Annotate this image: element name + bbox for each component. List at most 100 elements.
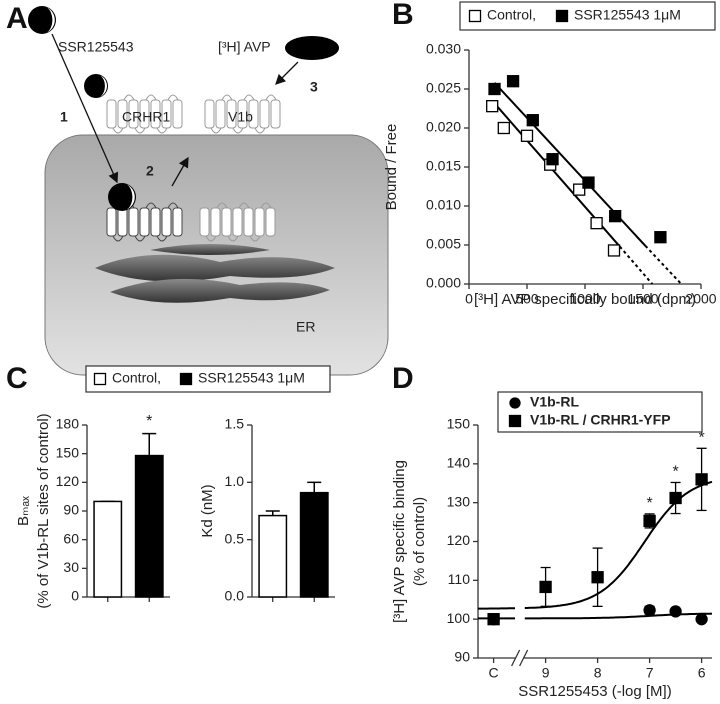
point: [539, 580, 552, 594]
loop: [156, 235, 168, 242]
helix: [128, 207, 139, 237]
er-shape: [95, 254, 335, 282]
y-tick-label: 90: [63, 502, 79, 518]
er-shape: [110, 278, 330, 303]
legend-label: SSR125543 1μM: [574, 7, 681, 23]
ligand-label: [³H] AVP: [218, 39, 271, 55]
y-tick-label: 0.0: [225, 588, 245, 604]
point: [643, 604, 656, 617]
drug: [84, 74, 108, 98]
y-tick-label: 120: [447, 532, 471, 548]
point: [506, 75, 520, 88]
point: [526, 114, 539, 127]
loop: [112, 127, 124, 134]
y-tick-label: 0.020: [426, 119, 461, 135]
x-tick-label: 6: [698, 665, 706, 681]
y-tick-label: 0.000: [426, 275, 461, 291]
er-shape: [150, 244, 270, 255]
step-label: 3: [310, 79, 318, 95]
panel-label: B: [392, 0, 414, 31]
drug-highlight: [46, 7, 55, 33]
helix: [172, 99, 183, 129]
legend-frame: [85, 365, 331, 393]
loop: [134, 127, 146, 134]
arrow: [51, 33, 119, 184]
y-tick-label: 0.030: [426, 41, 461, 57]
loop: [254, 127, 266, 134]
point: [487, 613, 500, 626]
drug-highlight: [100, 75, 107, 97]
loop: [216, 202, 228, 209]
y-axis-label: [³H] AVP specific binding: [391, 460, 408, 623]
y-tick-label: 0.015: [426, 158, 461, 174]
axis-break: [519, 649, 529, 667]
helix: [161, 207, 172, 237]
y-tick-label: 130: [447, 493, 471, 509]
panel-label: D: [392, 362, 414, 395]
loop: [221, 94, 233, 101]
y-tick-label: 0: [71, 588, 79, 604]
helix: [139, 207, 150, 237]
x-axis-label: SSR1255453 (-log [M]): [518, 683, 671, 700]
loop: [232, 127, 244, 134]
loop: [112, 235, 124, 242]
helix: [237, 99, 248, 129]
bar: [299, 491, 329, 598]
loop: [260, 202, 272, 209]
legend-swatch: [555, 9, 569, 23]
helix: [117, 99, 128, 129]
helix: [139, 99, 150, 129]
fit-line: [493, 82, 647, 247]
arrow: [171, 156, 189, 187]
legend-label: SSR125543 1μM: [198, 370, 305, 386]
diagram: ER SSR125543 [³H] AVP 1 2 3 CRHR1 V1b: [28, 6, 389, 376]
y-axis-label: Bound / Free: [383, 124, 400, 211]
point: [546, 153, 559, 166]
y-tick-label: 0.5: [225, 530, 245, 546]
step-label: 1: [60, 109, 68, 125]
loop: [145, 94, 157, 101]
legend-swatch: [179, 372, 193, 386]
helix: [270, 99, 281, 129]
point: [582, 176, 595, 189]
legend-frame: [497, 391, 703, 433]
bar: [258, 514, 288, 598]
helix: [226, 99, 237, 129]
step-label: 2: [146, 163, 154, 179]
axis-break: [511, 649, 521, 667]
helix: [259, 99, 270, 129]
drug: [28, 6, 56, 34]
loop: [249, 235, 261, 242]
point: [486, 100, 499, 113]
y-axis-label: Bₘₐₓ: [15, 496, 32, 526]
arrow: [275, 61, 299, 85]
helix: [106, 99, 117, 129]
y-axis-label: Kd (nM): [199, 484, 216, 537]
helix: [204, 99, 215, 129]
legend-label: Control,: [112, 370, 161, 386]
loop: [156, 127, 168, 134]
y-tick-label: 1.5: [225, 416, 245, 432]
y-tick-label: 150: [447, 416, 471, 432]
x-tick-label: 8: [594, 665, 602, 681]
loop: [243, 94, 255, 101]
y-tick-label: 90: [454, 649, 470, 665]
fit-line: [644, 245, 683, 285]
receptor-label: CRHR1: [122, 109, 170, 125]
point: [669, 491, 682, 505]
point: [669, 605, 682, 618]
receptor-label: V1b: [228, 109, 253, 125]
y-tick-label: 0.025: [426, 80, 461, 96]
loop: [167, 202, 179, 209]
loop: [167, 94, 179, 101]
legend-label: V1b-RL: [530, 394, 579, 410]
panel-label: A: [6, 2, 28, 35]
point: [695, 473, 708, 486]
y-tick-label: 0.005: [426, 236, 461, 252]
point: [654, 231, 667, 244]
loop: [238, 202, 250, 209]
x-tick-label: 500: [515, 291, 539, 307]
helix: [117, 207, 128, 237]
helix: [172, 207, 183, 237]
y-tick-label: 1.0: [225, 473, 245, 489]
